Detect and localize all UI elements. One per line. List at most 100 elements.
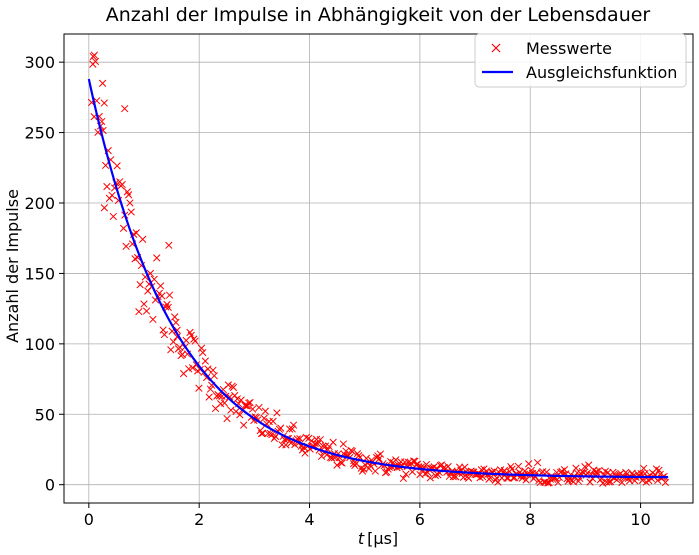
messwerte-marker [171, 313, 179, 321]
messwerte-marker [317, 452, 326, 461]
messwerte-marker [277, 424, 285, 432]
grid [64, 34, 693, 503]
messwerte-marker [124, 191, 133, 199]
messwerte-marker [560, 466, 569, 474]
messwerte-marker [210, 372, 218, 380]
messwerte-marker [358, 467, 367, 475]
messwerte-marker [223, 414, 231, 423]
messwerte-marker [476, 474, 484, 482]
messwerte-marker [339, 440, 348, 448]
ausgleichsfunktion-line [87, 78, 669, 479]
legend-box [474, 33, 687, 88]
messwerte-marker [422, 460, 431, 469]
x-tick-label: 10 [630, 510, 650, 529]
messwerte-marker [386, 457, 395, 466]
messwerte-marker [255, 403, 263, 412]
messwerte-marker [264, 429, 272, 438]
y-tick-label: 150 [24, 264, 55, 283]
messwerte-marker [337, 458, 345, 467]
messwerte-marker [132, 229, 140, 237]
messwerte-marker [535, 476, 543, 485]
y-axis-label: Anzahl der Impulse [3, 189, 22, 343]
y-tick-label: 250 [24, 124, 55, 143]
messwerte-marker [261, 407, 270, 415]
messwerte-marker [542, 468, 551, 476]
messwerte-marker [654, 476, 662, 485]
messwerte-marker [273, 409, 281, 417]
messwerte-marker [257, 429, 266, 438]
messwerte-marker [231, 391, 239, 400]
messwerte-marker [241, 401, 249, 410]
messwerte-marker [118, 180, 126, 189]
messwerte-marker [271, 432, 280, 441]
messwerte-marker [521, 467, 529, 475]
messwerte-marker [139, 235, 147, 243]
messwerte-marker [164, 303, 172, 312]
messwerte-marker [376, 450, 385, 458]
messwerte-marker [209, 366, 217, 374]
messwerte-marker [328, 454, 336, 462]
messwerte-marker [311, 439, 319, 448]
messwerte-marker [121, 104, 129, 113]
messwerte-marker [127, 208, 135, 216]
messwerte-marker [522, 476, 530, 484]
messwerte-marker [348, 447, 356, 455]
messwerte-marker [605, 478, 613, 486]
messwerte-marker [618, 478, 626, 487]
messwerte-marker [199, 348, 207, 357]
messwerte-marker [245, 399, 253, 407]
messwerte-marker [150, 275, 158, 283]
messwerte-marker [187, 331, 195, 339]
messwerte-marker [119, 224, 128, 232]
messwerte-marker [160, 330, 169, 339]
messwerte-marker [581, 463, 589, 471]
chart-title: Anzahl der Impulse in Abhängigkeit von d… [106, 4, 651, 26]
messwerte-marker [408, 468, 417, 476]
x-tick-label: 0 [84, 510, 94, 529]
messwerte-marker [167, 346, 175, 354]
x-axis-label: t [µs] [358, 529, 398, 548]
messwerte-marker [165, 241, 173, 249]
messwerte-marker [169, 338, 178, 346]
messwerte-marker [142, 307, 151, 315]
x-axis-label-unit: [µs] [367, 529, 398, 548]
messwerte-marker [248, 405, 257, 413]
messwerte-marker [426, 474, 434, 482]
x-tick-label: 2 [194, 510, 204, 529]
plot-data [87, 51, 670, 487]
messwerte-marker [371, 467, 379, 475]
messwerte-marker [100, 204, 109, 212]
messwerte-marker [215, 392, 224, 400]
messwerte-marker [165, 291, 174, 299]
messwerte-marker [201, 357, 209, 365]
x-tick-label: 4 [304, 510, 314, 529]
messwerte-marker [351, 461, 359, 470]
y-tick-label: 50 [35, 405, 55, 424]
messwerte-marker [100, 99, 108, 107]
messwerte-marker [98, 79, 107, 87]
legend-label-messwerte: Messwerte [526, 39, 612, 58]
messwerte-marker [503, 474, 511, 482]
messwerte-marker [260, 414, 268, 422]
messwerte-marker [486, 474, 494, 482]
x-axis-label-variable: t [358, 529, 365, 548]
messwerte-marker [609, 468, 617, 476]
messwerte-marker [525, 460, 533, 468]
messwerte-marker [269, 417, 277, 425]
messwerte-marker [375, 455, 383, 463]
y-tick-label: 0 [45, 476, 55, 495]
y-tick-label: 100 [24, 335, 55, 354]
messwerte-marker [319, 442, 327, 450]
messwerte-marker [220, 399, 229, 407]
messwerte-marker [202, 373, 211, 382]
messwerte-marker [172, 318, 180, 327]
messwerte-marker [282, 441, 290, 449]
messwerte-marker [136, 281, 144, 289]
messwerte-marker [229, 383, 238, 392]
messwerte-marker [402, 470, 410, 478]
messwerte-marker [338, 459, 346, 467]
messwerte-marker [661, 478, 670, 487]
messwerte-marker [246, 398, 254, 407]
